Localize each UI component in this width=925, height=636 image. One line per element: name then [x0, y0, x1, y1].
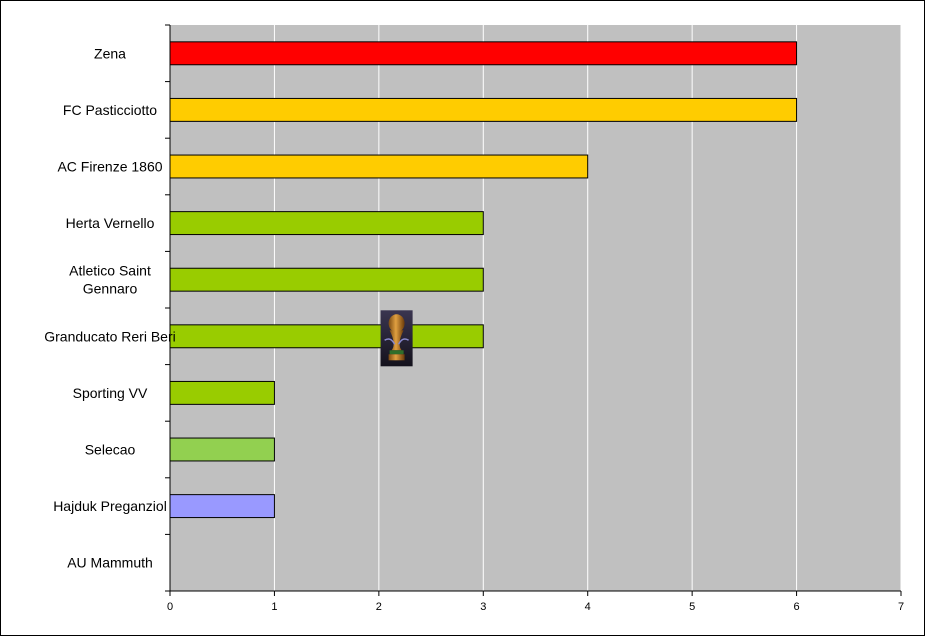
world-cup-trophy-icon: [380, 310, 413, 367]
x-tick-labels: 0 1 2 3 4 5 6 7: [167, 601, 904, 613]
bar: [169, 154, 589, 179]
category-label: Granducato Reri Beri: [44, 328, 176, 344]
category-label: Atletico Saint Gennaro: [69, 263, 151, 297]
x-tick-label: 5: [689, 601, 695, 613]
category-label: FC Pasticciotto: [63, 102, 157, 118]
bar: [169, 211, 484, 236]
x-tick-label: 2: [376, 601, 382, 613]
x-tick-label: 4: [585, 601, 591, 613]
category-label: AU Mammuth: [67, 555, 153, 571]
bar: [169, 97, 798, 122]
bar: [169, 267, 484, 292]
bar: [169, 324, 484, 349]
bar: [169, 380, 275, 405]
bar: [169, 494, 275, 519]
x-tick-label: 6: [794, 601, 800, 613]
x-tick-label: 0: [167, 601, 173, 613]
category-labels: Zena FC Pasticciotto AC Firenze 1860 Herta …: [44, 45, 176, 570]
x-tick-label: 1: [271, 601, 277, 613]
category-label: Herta Vernello: [66, 215, 155, 231]
category-label: Selecao: [85, 442, 136, 458]
category-label: AC Firenze 1860: [57, 159, 162, 175]
category-label: Hajduk Preganziol: [53, 498, 167, 514]
category-label: Sporting VV: [73, 385, 148, 401]
axes: [165, 24, 902, 596]
x-tick-label: 3: [480, 601, 486, 613]
bar: [169, 41, 798, 66]
bar: [169, 437, 275, 462]
x-tick-label: 7: [898, 601, 904, 613]
category-label: Zena: [94, 45, 126, 61]
